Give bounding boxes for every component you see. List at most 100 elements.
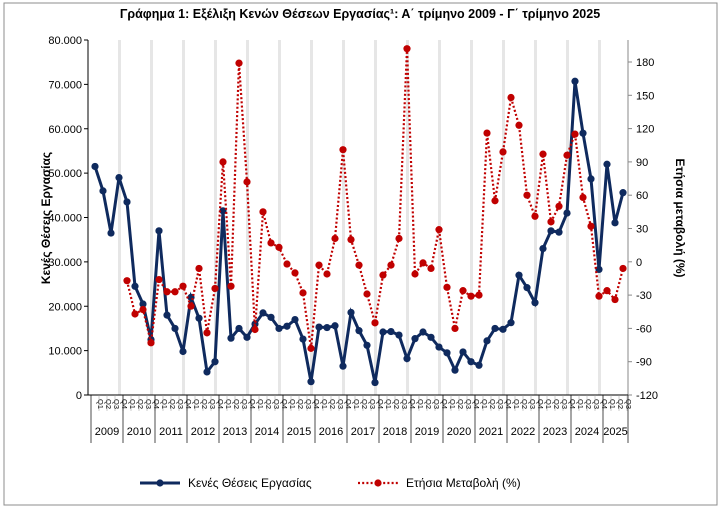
- data-point: [355, 327, 363, 335]
- y-tick-label: 10.000: [48, 346, 82, 358]
- data-point: [483, 129, 491, 137]
- y2-tick-label: 30: [636, 224, 648, 236]
- data-point: [603, 160, 611, 168]
- data-point: [611, 295, 619, 304]
- quarter-label: Q3: [432, 399, 441, 409]
- y2-tick-label: 90: [636, 157, 648, 169]
- data-point: [411, 270, 419, 278]
- data-point: [603, 287, 611, 295]
- quarter-label: Q3: [624, 399, 633, 409]
- data-point: [267, 239, 275, 247]
- data-point: [571, 77, 579, 85]
- y-tick-label: 20.000: [48, 301, 82, 313]
- quarter-label: Q4: [568, 399, 577, 409]
- data-point: [563, 209, 571, 217]
- data-point: [299, 289, 307, 297]
- quarter-label: Q4: [312, 399, 321, 409]
- quarter-label: Q1: [192, 399, 201, 409]
- quarter-label: Q3: [496, 399, 505, 409]
- year-label: 2017: [351, 426, 375, 438]
- data-point: [395, 234, 403, 243]
- data-point: [547, 218, 555, 226]
- chart-title: Γράφημα 1: Εξέλιξη Κενών Θέσεων Εργασίας…: [120, 7, 600, 21]
- data-point: [403, 355, 411, 363]
- data-point: [363, 341, 371, 349]
- quarter-label: Q3: [336, 399, 345, 409]
- data-point: [339, 146, 347, 154]
- quarter-label: Q4: [440, 399, 449, 409]
- year-label: 2012: [191, 426, 215, 438]
- quarter-label: Q1: [288, 399, 297, 409]
- year-label: 2021: [479, 426, 503, 438]
- data-point: [163, 311, 171, 319]
- quarter-label: Q4: [536, 399, 545, 409]
- quarter-label: Q3: [176, 399, 185, 409]
- y-tick-label: 50.000: [48, 168, 82, 180]
- quarter-label: Q1: [384, 399, 393, 409]
- quarter-label: Q2: [136, 399, 145, 409]
- data-point: [179, 282, 187, 290]
- quarter-label: Q3: [144, 399, 153, 409]
- data-point: [139, 300, 147, 308]
- data-point: [363, 290, 371, 298]
- quarter-label: Q3: [528, 399, 537, 409]
- y-tick-label: 0: [76, 390, 82, 402]
- y-axis-label: Κενές Θέσεις Εργασίας: [39, 152, 53, 284]
- data-point: [155, 275, 163, 284]
- quarter-label: Q3: [464, 399, 473, 409]
- data-point: [443, 283, 451, 291]
- data-point: [523, 284, 531, 292]
- data-point: [579, 193, 587, 202]
- data-point: [467, 358, 475, 366]
- data-point: [531, 212, 539, 220]
- y2-tick-label: 180: [636, 57, 654, 69]
- data-point: [395, 331, 403, 339]
- quarter-label: Q2: [296, 399, 305, 409]
- data-point: [515, 121, 523, 129]
- quarter-label: Q2: [232, 399, 241, 409]
- data-point: [219, 158, 227, 166]
- data-point: [331, 234, 339, 243]
- data-point: [307, 378, 315, 386]
- data-point: [323, 270, 331, 278]
- quarter-label: Q4: [216, 399, 225, 409]
- data-point: [555, 228, 563, 236]
- data-point: [195, 314, 203, 322]
- data-point: [291, 269, 299, 277]
- quarter-label: Q1: [128, 399, 137, 409]
- data-point: [547, 227, 555, 235]
- year-label: 2018: [383, 426, 407, 438]
- data-point: [531, 299, 539, 307]
- year-label: 2023: [543, 426, 567, 438]
- year-label: 2010: [127, 426, 151, 438]
- data-point: [331, 322, 339, 330]
- data-point: [387, 261, 395, 269]
- data-point: [211, 284, 219, 293]
- data-point: [227, 282, 235, 290]
- year-label: 2015: [287, 426, 311, 438]
- quarter-label: Q4: [408, 399, 417, 409]
- quarter-label: Q1: [352, 399, 361, 409]
- data-point: [555, 202, 563, 210]
- quarter-label: Q2: [488, 399, 497, 409]
- quarter-label: Q3: [304, 399, 313, 409]
- year-label: 2014: [255, 426, 279, 438]
- data-point: [179, 347, 187, 356]
- data-point: [483, 337, 491, 345]
- data-point: [403, 45, 411, 53]
- y2-tick-label: -90: [636, 357, 652, 369]
- data-point: [435, 343, 443, 351]
- quarter-label: Q3: [208, 399, 217, 409]
- data-point: [507, 319, 515, 327]
- data-point: [163, 288, 171, 296]
- legend-marker: [156, 479, 164, 487]
- data-point: [211, 358, 219, 366]
- data-point: [147, 339, 155, 347]
- data-point: [291, 315, 299, 324]
- year-label: 2009: [95, 426, 119, 438]
- quarter-label: Q3: [272, 399, 281, 409]
- quarter-label: Q1: [96, 399, 105, 409]
- data-point: [539, 150, 547, 158]
- quarter-label: Q2: [168, 399, 177, 409]
